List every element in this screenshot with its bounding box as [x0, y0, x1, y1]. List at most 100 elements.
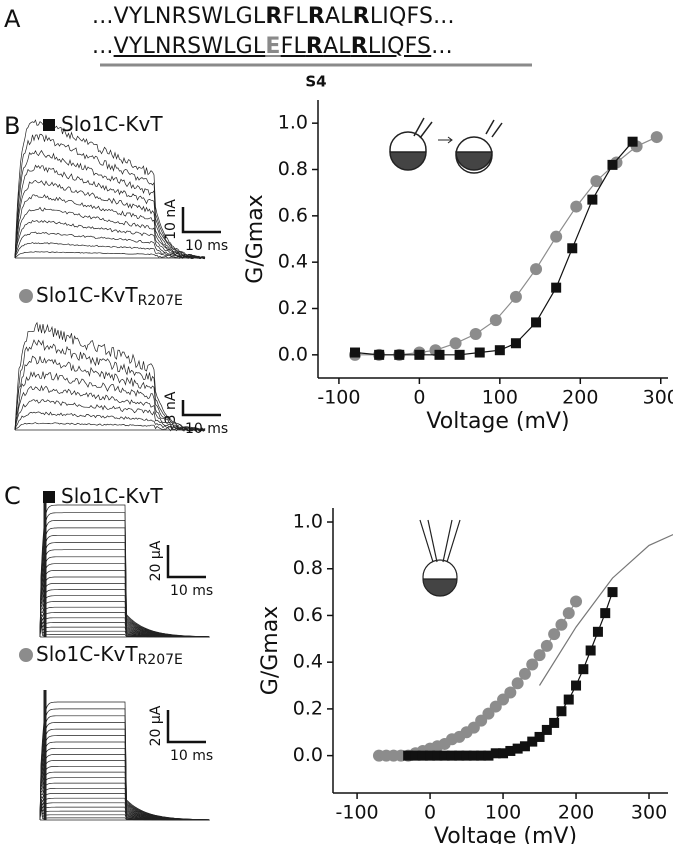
panel-label: A: [4, 5, 21, 33]
point: [414, 349, 425, 360]
seq-seg: FL: [282, 4, 308, 29]
seq-seg: R: [352, 4, 370, 29]
point: [518, 667, 531, 680]
scale-x-label: 10 ms: [170, 748, 213, 764]
scale-x-label: 10 ms: [185, 238, 228, 254]
scale-y-label: 20 µA: [148, 540, 164, 581]
point: [548, 628, 561, 641]
scale-bar: [166, 545, 206, 579]
trace: [14, 242, 206, 260]
trace: [14, 179, 206, 259]
s4-label: S4: [305, 73, 326, 91]
point: [449, 337, 462, 350]
point: [550, 230, 563, 243]
point: [461, 750, 472, 761]
trace: [39, 701, 210, 821]
trace: [39, 606, 209, 638]
point: [650, 131, 663, 144]
trace: [39, 708, 209, 821]
y-axis-title: G/Gmax: [243, 194, 268, 283]
point: [425, 750, 436, 761]
point: [509, 290, 522, 303]
trace-label: Slo1C-KvTR207E: [36, 283, 183, 310]
y-tick-label: 0.4: [278, 251, 308, 273]
trace-label: Slo1C-KvT: [61, 484, 163, 508]
point: [374, 349, 385, 360]
point: [555, 618, 568, 631]
seq-seg: ...: [92, 34, 114, 59]
seq-seg: AL: [324, 4, 353, 29]
seq-seg: VYLNRSWLGL: [113, 34, 266, 59]
x-tick-label: 0: [413, 387, 425, 409]
trace: [39, 771, 209, 821]
x-axis-title: Voltage (mV): [426, 409, 569, 434]
point: [527, 736, 538, 747]
point: [476, 750, 487, 761]
trace-name: Slo1C-KvT: [61, 112, 163, 136]
trace-sub: R207E: [138, 293, 183, 309]
scale-y-label: 3 nA: [163, 391, 179, 423]
current-traces: [14, 119, 210, 821]
point: [454, 750, 465, 761]
seq-seg: R: [307, 4, 325, 29]
seq-seg: AL: [323, 34, 351, 59]
y-tick-label: 0.8: [293, 557, 323, 579]
y-tick-label: 0.2: [278, 297, 308, 319]
y-tick-label: 0.6: [278, 204, 308, 226]
point: [454, 349, 465, 360]
trace: [14, 220, 205, 259]
point: [585, 645, 596, 656]
series-line: [538, 533, 673, 686]
trace: [39, 715, 209, 821]
x-tick-label: 300: [631, 802, 667, 824]
seq-seg: ...VYLNRSWLGL: [92, 4, 266, 29]
x-tick-label: 0: [424, 802, 436, 824]
point: [512, 743, 523, 754]
point: [562, 607, 575, 620]
trace-label: Slo1C-KvTR207E: [36, 642, 183, 669]
x-tick-label: -100: [317, 387, 360, 409]
x-tick-label: -100: [336, 802, 379, 824]
trace: [14, 399, 206, 433]
seq-seg: ...: [431, 34, 453, 59]
y-axis-title: G/Gmax: [258, 606, 283, 695]
point: [417, 750, 428, 761]
trace-label: Slo1C-KvT: [61, 112, 163, 136]
trace-name: Slo1C-KvT: [61, 484, 163, 508]
point: [403, 750, 414, 761]
legend-marker: [19, 648, 33, 662]
series-line: [355, 136, 657, 356]
point: [504, 686, 517, 699]
legend-marker: [43, 119, 55, 131]
trace: [39, 563, 209, 638]
trace: [14, 149, 206, 259]
point: [530, 263, 543, 276]
sequence-wt: ...VYLNRSWLGLRFLRALRLIQFS...: [92, 4, 455, 29]
point: [549, 717, 560, 728]
point: [567, 243, 578, 254]
trace: [14, 164, 206, 259]
y-tick-label: 0.8: [278, 158, 308, 180]
point: [526, 658, 539, 671]
point: [540, 639, 553, 652]
trace: [39, 807, 209, 821]
point: [494, 345, 505, 356]
point: [490, 748, 501, 759]
seq-seg: LIQFS: [367, 34, 432, 59]
trace: [39, 803, 209, 821]
seq-seg: LIQFS...: [369, 4, 455, 29]
trace: [14, 355, 206, 431]
y-tick-label: 0.2: [293, 697, 323, 719]
trace: [39, 512, 210, 638]
point: [439, 750, 450, 761]
trace: [14, 384, 206, 431]
point: [474, 347, 485, 358]
point: [394, 349, 405, 360]
scale-x-label: 10 ms: [170, 583, 213, 599]
point: [511, 677, 524, 690]
trace: [39, 777, 209, 821]
point: [571, 680, 582, 691]
y-tick-label: 0.4: [293, 651, 323, 673]
